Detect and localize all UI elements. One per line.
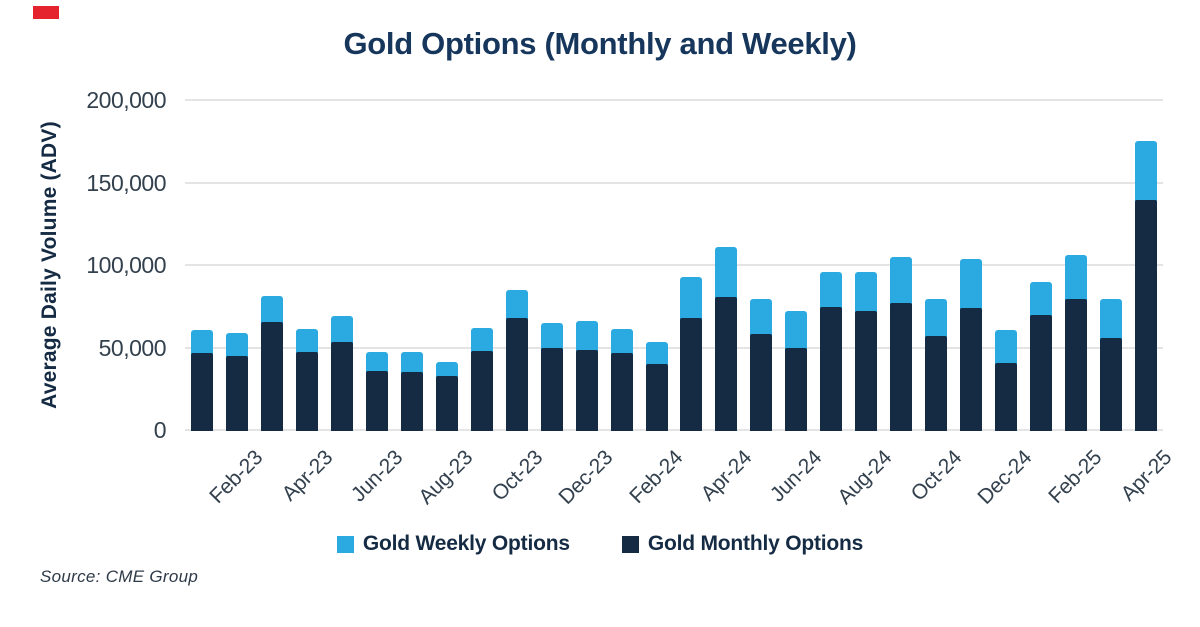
bar-weekly-May-23 xyxy=(331,316,354,345)
bar-monthly-Apr-25 xyxy=(1134,199,1157,431)
bar-monthly-Dec-23 xyxy=(575,349,598,431)
y-tick-label-50,000: 50,000 xyxy=(98,334,167,361)
bar-monthly-Mar-23 xyxy=(261,321,284,431)
bar-monthly-Nov-23 xyxy=(540,347,563,431)
bar-monthly-Nov-24 xyxy=(959,307,982,431)
bar-weekly-Jan-23 xyxy=(191,330,214,357)
bar-weekly-Dec-23 xyxy=(575,321,598,353)
bar-weekly-Sep-24 xyxy=(890,256,913,306)
y-tick-label-150,000: 150,000 xyxy=(86,169,166,196)
y-tick-label-100,000: 100,000 xyxy=(86,252,166,278)
bar-weekly-Apr-24 xyxy=(715,246,738,301)
bar-weekly-Feb-24 xyxy=(645,341,668,367)
monthly-legend-swatch-icon xyxy=(621,535,639,553)
bar-monthly-Jul-24 xyxy=(820,307,843,431)
legend-label-weekly: Gold Weekly Options xyxy=(362,532,570,555)
gridline-150,000 xyxy=(185,181,1163,184)
y-tick-label-200,000: 200,000 xyxy=(86,87,166,113)
bar-weekly-Jul-24 xyxy=(820,271,843,311)
bar-monthly-Apr-24 xyxy=(715,297,738,431)
gridline-0 xyxy=(185,429,1163,431)
bar-weekly-Nov-23 xyxy=(540,322,563,351)
gridline-200,000 xyxy=(185,99,1163,101)
bar-monthly-Jul-23 xyxy=(401,372,424,431)
bar-monthly-Oct-24 xyxy=(924,335,947,431)
bar-weekly-Jun-24 xyxy=(785,311,808,351)
legend: Gold Weekly Options Gold Monthly Options xyxy=(0,532,1200,556)
brand-accent-mark xyxy=(33,6,59,19)
bar-weekly-Nov-24 xyxy=(959,259,982,311)
bar-monthly-Mar-24 xyxy=(680,317,703,431)
bar-weekly-Mar-23 xyxy=(261,296,284,325)
bar-weekly-Aug-23 xyxy=(435,361,458,380)
bar-weekly-Oct-24 xyxy=(924,298,947,339)
legend-label-monthly: Gold Monthly Options xyxy=(647,532,864,555)
gridline-100,000 xyxy=(185,264,1163,266)
bar-weekly-Dec-24 xyxy=(994,330,1017,367)
bar-monthly-Jun-23 xyxy=(366,370,389,431)
bar-monthly-Jun-24 xyxy=(785,347,808,431)
bar-monthly-May-24 xyxy=(750,334,773,431)
weekly-legend-swatch-icon xyxy=(336,535,354,553)
bar-weekly-Jul-23 xyxy=(401,352,424,376)
bar-weekly-May-24 xyxy=(750,298,773,338)
bar-weekly-Apr-25 xyxy=(1134,141,1157,203)
bar-monthly-Apr-23 xyxy=(296,351,319,431)
y-tick-label-0: 0 xyxy=(153,417,167,443)
bar-weekly-Jan-24 xyxy=(610,329,633,357)
bar-weekly-Sep-23 xyxy=(470,327,493,354)
bar-monthly-Sep-23 xyxy=(470,350,493,431)
bar-monthly-Feb-24 xyxy=(645,364,668,431)
bar-monthly-May-23 xyxy=(331,341,354,431)
bar-monthly-Jan-25 xyxy=(1029,315,1052,431)
bar-weekly-Apr-23 xyxy=(296,329,319,355)
bar-monthly-Sep-24 xyxy=(890,302,913,431)
bar-weekly-Feb-23 xyxy=(226,332,249,359)
bar-weekly-Mar-25 xyxy=(1099,298,1122,341)
bar-monthly-Feb-25 xyxy=(1064,298,1087,431)
bar-weekly-Oct-23 xyxy=(505,289,528,321)
bar-weekly-Feb-25 xyxy=(1064,255,1087,302)
bar-monthly-Mar-25 xyxy=(1099,337,1122,431)
bar-weekly-Jun-23 xyxy=(366,351,389,374)
bar-monthly-Jan-23 xyxy=(191,353,214,431)
bar-monthly-Oct-23 xyxy=(505,317,528,431)
bar-monthly-Jan-24 xyxy=(610,353,633,431)
bar-weekly-Mar-24 xyxy=(680,276,703,321)
bar-monthly-Aug-23 xyxy=(435,376,458,431)
bar-monthly-Dec-24 xyxy=(994,363,1017,431)
legend-item-monthly: Gold Monthly Options xyxy=(621,532,864,556)
bar-monthly-Feb-23 xyxy=(226,355,249,431)
chart-title: Gold Options (Monthly and Weekly) xyxy=(343,26,857,61)
source-note: Source: CME Group xyxy=(40,567,199,586)
bar-weekly-Jan-25 xyxy=(1029,282,1052,319)
bar-weekly-Aug-24 xyxy=(855,271,878,315)
gridline-50,000 xyxy=(185,346,1163,349)
bar-monthly-Aug-24 xyxy=(855,311,878,431)
legend-item-weekly: Gold Weekly Options xyxy=(336,532,570,556)
